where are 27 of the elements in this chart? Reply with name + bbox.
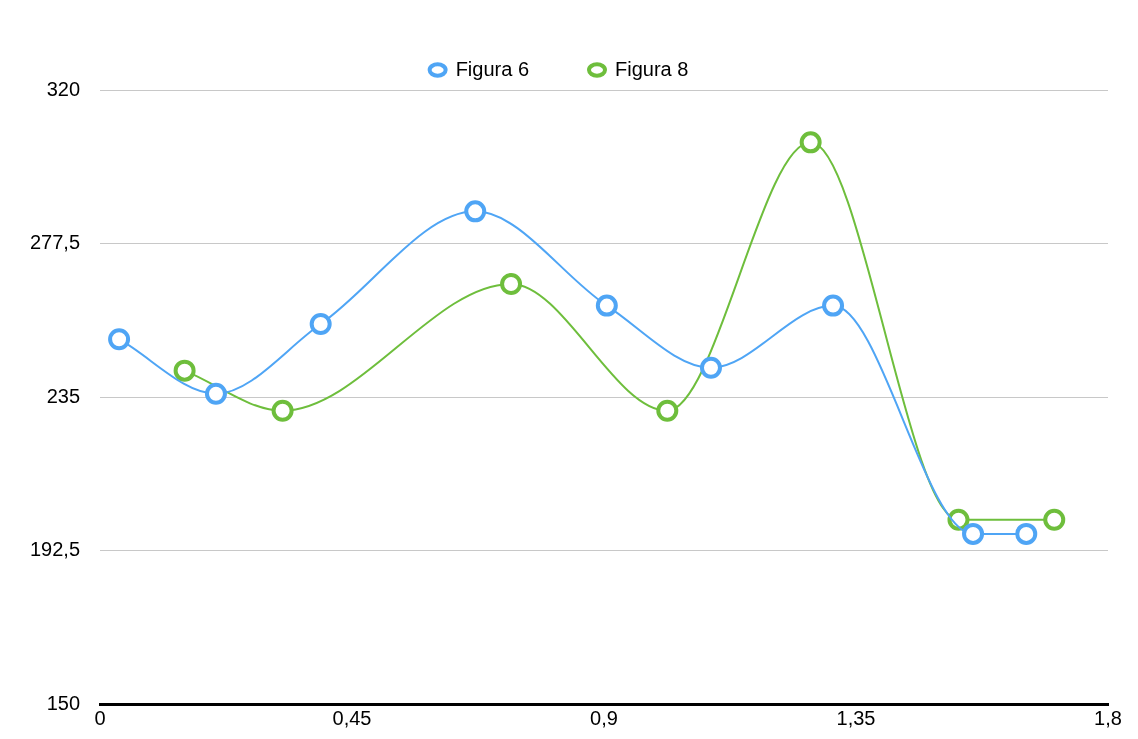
point [699, 356, 722, 379]
x-tick-label: 1,35 [836, 706, 876, 729]
point [173, 359, 196, 382]
x-tick-label: 1,8 [1094, 706, 1122, 729]
point [464, 200, 487, 223]
y-tick-label: 235 [46, 384, 81, 407]
point [309, 313, 332, 336]
point [1015, 522, 1038, 545]
point [799, 131, 822, 154]
point [204, 382, 227, 405]
x-tick-label: 0,45 [332, 706, 372, 729]
x-tick-label: 0,9 [590, 706, 618, 729]
y-tick-label: 277,5 [29, 231, 81, 254]
point [271, 399, 294, 422]
point [500, 272, 523, 295]
point [595, 294, 618, 317]
point [962, 522, 985, 545]
point [1043, 508, 1066, 531]
y-tick-label: 150 [46, 691, 81, 714]
legend-label: Figura 6 [455, 57, 530, 80]
y-tick-label: 192,5 [29, 538, 81, 561]
legend-label: Figura 8 [615, 57, 689, 80]
point [656, 399, 679, 422]
point [108, 328, 131, 351]
point [822, 294, 845, 317]
y-tick-label: 320 [46, 77, 81, 100]
x-tick-label: 0 [94, 706, 106, 729]
